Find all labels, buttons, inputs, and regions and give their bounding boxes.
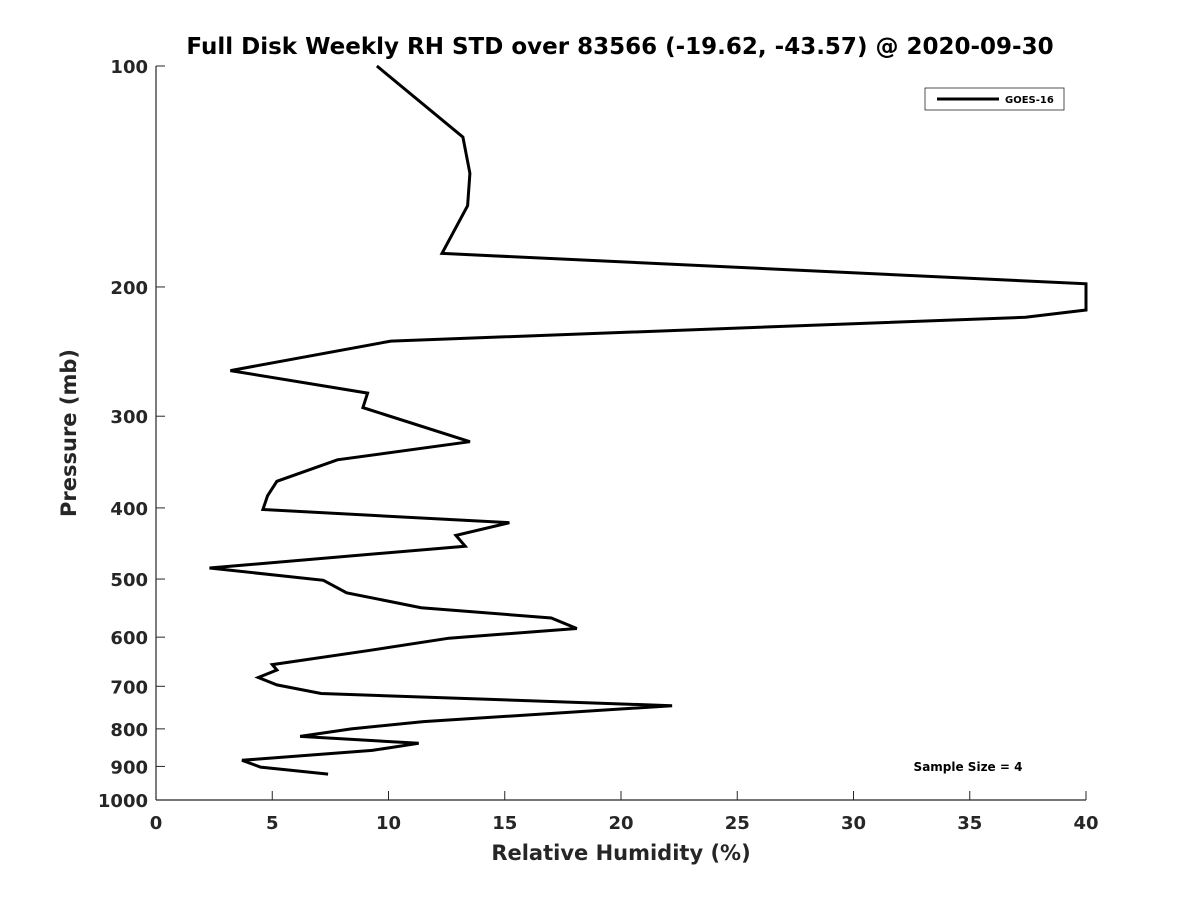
chart-title: Full Disk Weekly RH STD over 83566 (-19.… (186, 34, 1053, 60)
x-tick-label: 30 (841, 813, 866, 834)
y-tick-label: 200 (110, 278, 148, 299)
y-tick-label: 700 (110, 677, 148, 698)
y-tick-label: 100 (110, 57, 148, 78)
y-ticks: 100 200 300 400 500 600 700 800 900 1000 (98, 57, 165, 812)
series-group (209, 64, 1088, 776)
x-tick-label: 40 (1073, 813, 1098, 834)
x-tick-label: 10 (376, 813, 401, 834)
x-tick-label: 25 (725, 813, 750, 834)
x-ticks: 0 5 10 15 20 25 30 35 40 (150, 791, 1099, 834)
y-tick-label: 900 (110, 757, 148, 778)
x-tick-label: 15 (492, 813, 517, 834)
series-line-goes-16 (209, 64, 1088, 776)
x-tick-label: 35 (957, 813, 982, 834)
sample-size-annotation: Sample Size = 4 (914, 760, 1023, 774)
y-tick-label: 800 (110, 720, 148, 741)
y-tick-label: 1000 (98, 791, 148, 812)
y-tick-label: 400 (110, 499, 148, 520)
x-axis-label: Relative Humidity (%) (491, 841, 750, 865)
legend: GOES-16 (924, 87, 1065, 111)
y-tick-label: 300 (110, 407, 148, 428)
y-axis-label: Pressure (mb) (57, 349, 81, 517)
y-tick-label: 500 (110, 570, 148, 591)
x-tick-label: 20 (608, 813, 633, 834)
y-tick-label: 600 (110, 628, 148, 649)
x-tick-label: 0 (150, 813, 163, 834)
x-tick-label: 5 (266, 813, 279, 834)
legend-label-goes-16: GOES-16 (1005, 95, 1054, 106)
